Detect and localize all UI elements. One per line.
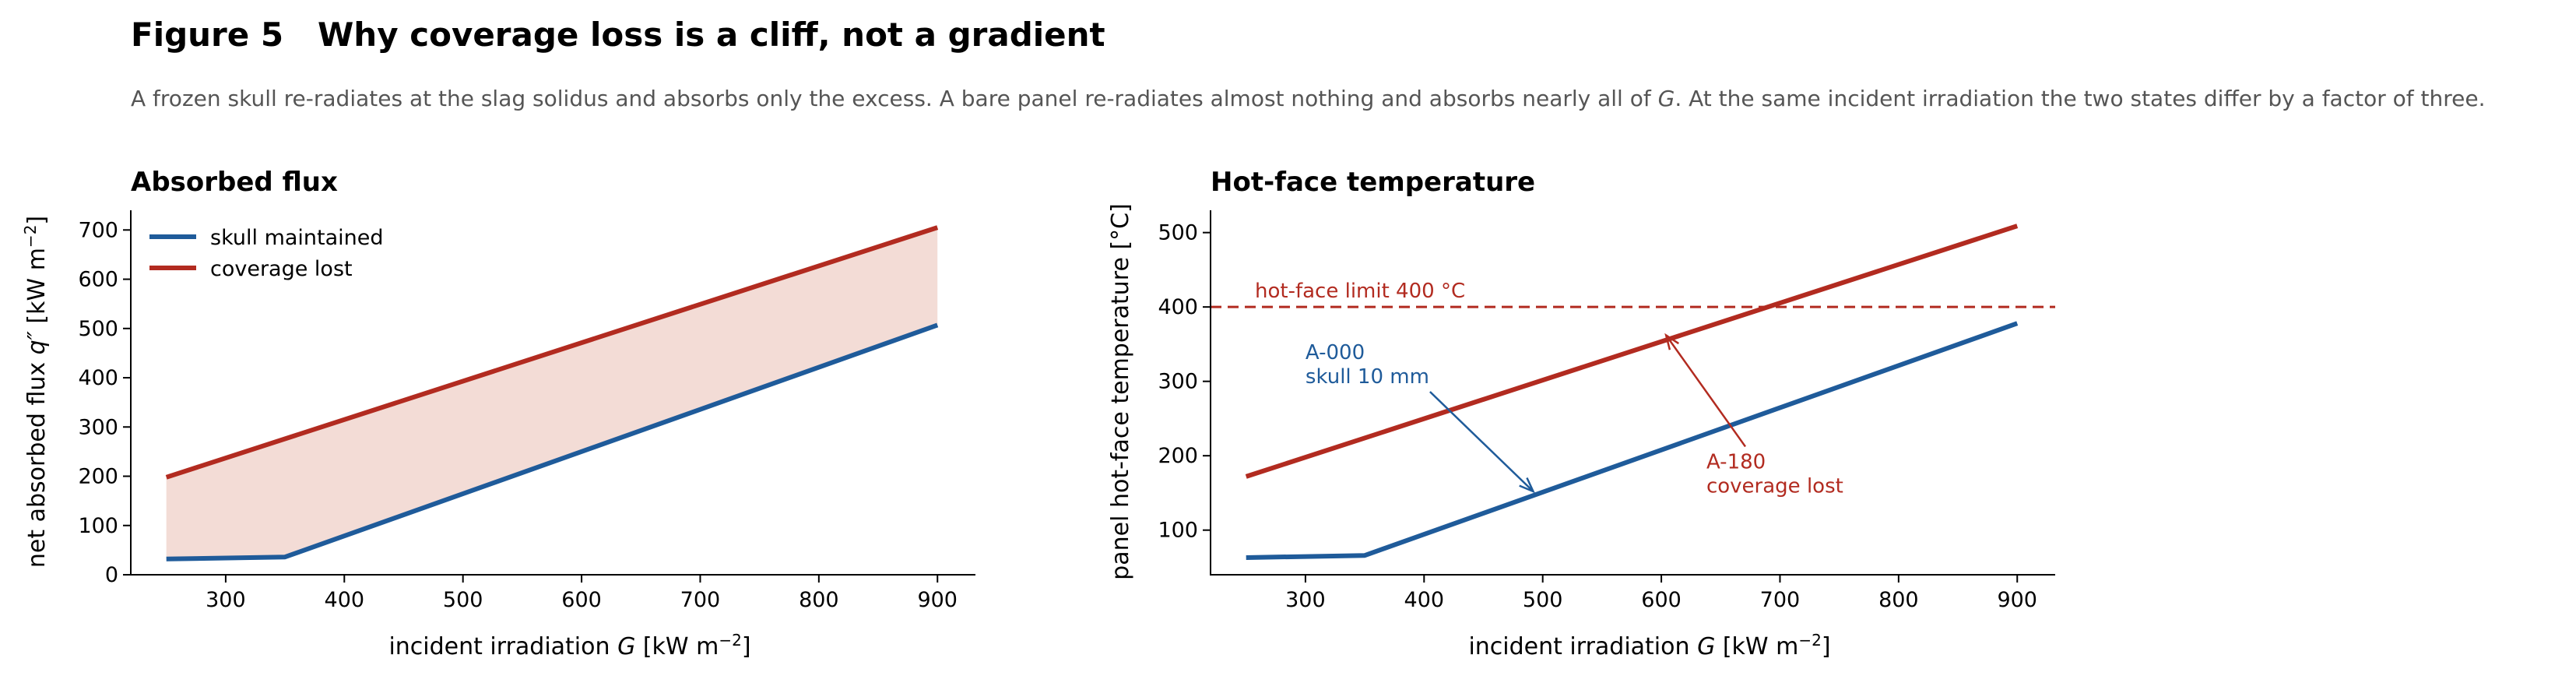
absorbed-flux-x-ticks: 300 400 500 600 700 800 900 (206, 575, 958, 612)
y-label-text: net absorbed flux (23, 354, 51, 568)
y-label-close: ] (23, 216, 51, 225)
annotation-label: A-000 skull 10 mm (1306, 341, 1429, 389)
annotation-arrow-shaft (1429, 391, 1534, 492)
x-tick-label: 700 (680, 588, 721, 612)
gap-fill-area (166, 227, 938, 559)
y-tick-label: 200 (78, 465, 118, 489)
x-label-exponent: −2 (1798, 631, 1821, 650)
x-tick-label: 700 (1760, 588, 1801, 612)
x-label-unit: [kW m (1715, 633, 1798, 660)
absorbed-flux-legend: skull maintained coverage lost (149, 226, 384, 281)
series-line-skull-maintained (1246, 321, 2019, 560)
absorbed-flux-panel: Absorbed flux 300 400 500 600 700 800 900 0 100… (21, 167, 975, 660)
hot-face-y-ticks: 100 200 300 400 500 (1158, 221, 1211, 543)
y-tick-label: 400 (1158, 295, 1198, 319)
x-label-text: incident irradiation (388, 633, 617, 660)
hot-face-temperature-title: Hot-face temperature (1211, 167, 1535, 198)
annotation-arrow-head (1519, 477, 1535, 494)
x-label-unit: [kW m (635, 633, 719, 660)
absorbed-flux-y-ticks: 0 100 200 300 400 500 600 700 (78, 218, 131, 587)
absorbed-flux-axes (130, 210, 975, 576)
y-tick-label: 300 (78, 415, 118, 439)
absorbed-flux-gap-fill (166, 227, 938, 559)
x-tick-label: 600 (561, 588, 602, 612)
hot-face-limit-line: hot-face limit 400 °C (1211, 280, 2055, 308)
absorbed-flux-series (165, 225, 939, 562)
series-line-coverage-lost (165, 225, 939, 480)
y-tick-label: 0 (105, 563, 118, 587)
y-tick-label: 400 (78, 366, 118, 390)
series-line-coverage-lost (1245, 224, 2019, 479)
x-label-text: incident irradiation (1468, 633, 1697, 660)
y-label-variable: q″ (23, 330, 51, 354)
x-tick-label: 300 (1285, 588, 1326, 612)
y-label-exponent: −2 (21, 225, 40, 248)
annotation-arrow-head (1664, 333, 1679, 350)
series-line-skull-maintained (166, 322, 939, 562)
figure-title: Figure 5 Why coverage loss is a cliff, n… (131, 16, 1105, 54)
x-tick-label: 300 (206, 588, 246, 612)
absorbed-flux-title: Absorbed flux (131, 167, 338, 198)
absorbed-flux-x-label: incident irradiation G [kW m−2] (388, 631, 750, 660)
y-tick-label: 300 (1158, 370, 1198, 394)
annotation-line: A-180 (1706, 450, 1766, 474)
subtitle-text-1: A frozen skull re-radiates at the slag s… (131, 86, 1658, 111)
y-tick-label: 500 (78, 317, 118, 341)
legend-label-coverage-lost: coverage lost (210, 257, 353, 281)
x-label-close: ] (1822, 633, 1831, 660)
hot-face-temperature-series (1245, 224, 2019, 560)
hot-face-temperature-axes (1210, 210, 2055, 576)
hot-face-x-label: incident irradiation G [kW m−2] (1468, 631, 1830, 660)
x-label-exponent: −2 (719, 631, 741, 650)
x-tick-label: 800 (799, 588, 839, 612)
x-label-variable: G (1697, 633, 1715, 660)
x-label-close: ] (742, 633, 751, 660)
limit-label: hot-face limit 400 °C (1255, 280, 1465, 303)
x-tick-label: 600 (1641, 588, 1682, 612)
subtitle-variable: G (1657, 86, 1675, 111)
y-label-unit: [kW m (23, 248, 51, 331)
x-tick-label: 400 (325, 588, 365, 612)
hot-face-temperature-panel: Hot-face temperature hot-face limit 400 … (1107, 167, 2055, 660)
x-tick-label: 500 (1523, 588, 1563, 612)
annotation-line: A-000 (1306, 341, 1365, 364)
annotation-label: A-180 coverage lost (1706, 450, 1843, 498)
annotation-line: skull 10 mm (1306, 365, 1429, 389)
legend-label-skull-maintained: skull maintained (210, 226, 384, 250)
x-tick-label: 900 (917, 588, 958, 612)
x-tick-label: 500 (443, 588, 483, 612)
annotation-arrow-shaft (1665, 334, 1746, 448)
hot-face-y-label: panel hot-face temperature [°C] (1107, 203, 1134, 580)
y-tick-label: 700 (78, 218, 118, 242)
y-tick-label: 100 (1158, 519, 1198, 543)
hot-face-annotations: A-000 skull 10 mm A-180 coverage lost (1306, 333, 1843, 498)
figure-subtitle: A frozen skull re-radiates at the slag s… (131, 86, 2485, 111)
x-tick-label: 800 (1878, 588, 1919, 612)
y-tick-label: 500 (1158, 221, 1198, 245)
annotation-line: coverage lost (1706, 474, 1843, 498)
x-tick-label: 400 (1404, 588, 1445, 612)
y-tick-label: 600 (78, 268, 118, 292)
y-tick-label: 200 (1158, 444, 1198, 468)
x-label-variable: G (617, 633, 635, 660)
subtitle-text-2: . At the same incident irradiation the t… (1675, 86, 2486, 111)
absorbed-flux-y-label: net absorbed flux q″ [kW m−2] (21, 216, 51, 568)
y-tick-label: 100 (78, 514, 118, 538)
hot-face-x-ticks: 300 400 500 600 700 800 900 (1285, 575, 2037, 612)
x-tick-label: 900 (1997, 588, 2037, 612)
